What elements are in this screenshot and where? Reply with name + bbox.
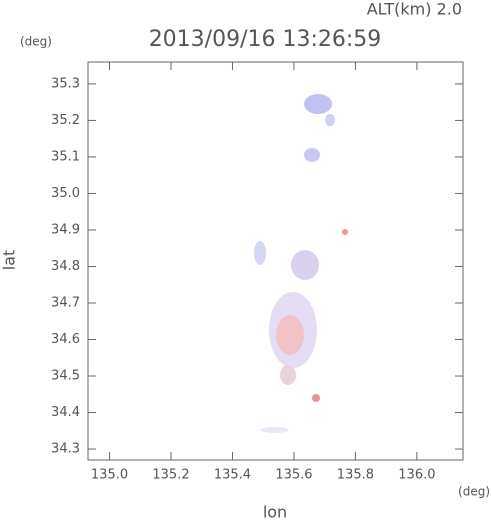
y-tick-label: 34.7 [51,295,80,310]
x-tick-label: 135.0 [91,468,128,483]
y-tick-label: 35.0 [51,186,80,201]
echo-blob [276,315,304,355]
x-tick-label: 135.6 [275,468,312,483]
plot-frame [87,61,464,461]
annotation: ALT(km) 2.0 [367,0,462,19]
y-unit: (deg) [20,35,52,49]
y-tick-label: 34.5 [51,369,80,384]
y-tick-label: 34.9 [51,222,80,237]
echo-blob [261,427,289,433]
y-axis-label: lat [0,250,19,271]
y-tick-label: 34.8 [51,259,80,274]
x-tick-label: 135.2 [152,468,189,483]
echo-blob [304,148,320,162]
y-tick-label: 34.6 [51,332,80,347]
echo-blob [325,114,335,126]
echo-blob [312,394,320,402]
y-tick-label: 35.1 [51,149,80,164]
y-tick-label: 35.2 [51,113,80,128]
x-tick-label: 135.8 [337,468,374,483]
echo-field [254,94,348,433]
x-tick-label: 135.4 [214,468,251,483]
chart-title: 2013/09/16 13:26:59 [149,27,382,52]
x-unit: (deg) [458,485,490,499]
echo-blob [304,94,332,114]
x-tick-label: 136.0 [398,468,435,483]
echo-blob [254,241,266,265]
x-axis-label: lon [263,503,287,521]
echo-blob [291,250,319,280]
echo-blob [342,229,348,235]
y-tick-label: 34.3 [51,442,80,457]
echo-blob [280,365,296,385]
y-tick-label: 35.3 [51,76,80,91]
y-tick-label: 34.4 [51,405,80,420]
